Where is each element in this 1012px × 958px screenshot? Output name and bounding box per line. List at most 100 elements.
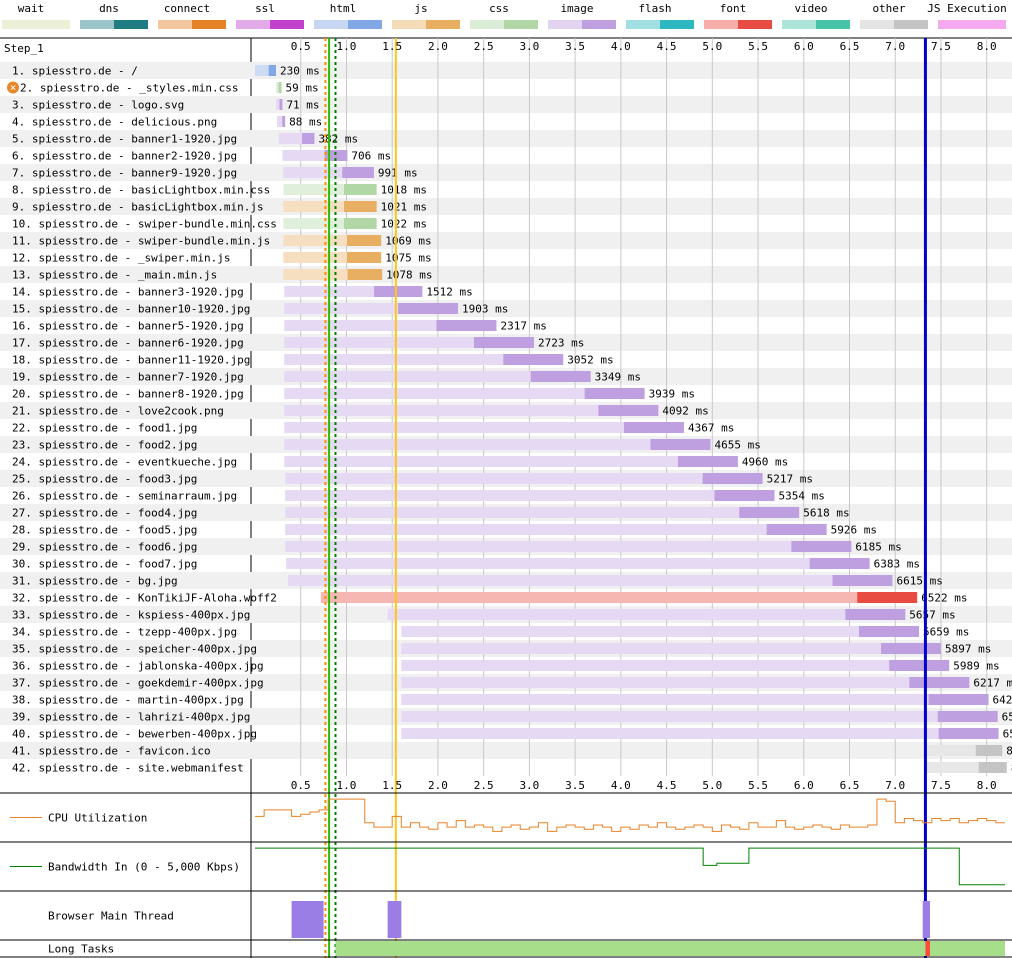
request-bar-download <box>677 456 738 467</box>
request-label: 33. spiesstro.de - kspiess-400px.jpg <box>12 609 250 622</box>
request-bar-download <box>928 694 989 705</box>
request-duration: 4655 ms <box>714 439 760 452</box>
request-label: 21. spiesstro.de - love2cook.png <box>12 405 224 418</box>
request-label: 31. spiesstro.de - bg.jpg <box>12 575 178 588</box>
main-thread-activity <box>922 901 930 938</box>
request-bar-download <box>909 677 970 688</box>
request-bar-download <box>584 388 645 399</box>
axis-tick-label: 7.0 <box>885 779 905 792</box>
axis-tick-label: 2.5 <box>474 779 494 792</box>
request-bar-download <box>503 354 564 365</box>
request-bar-download <box>978 762 1007 773</box>
request-bar-waiting <box>278 133 302 144</box>
row-stripe <box>0 198 1012 215</box>
request-label: 17. spiesstro.de - banner6-1920.jpg <box>12 337 244 350</box>
axis-tick-label: 3.5 <box>565 40 585 53</box>
request-duration: 2723 ms <box>538 337 584 350</box>
request-duration: 6524 ms <box>1002 711 1012 724</box>
request-bar-waiting <box>284 422 624 433</box>
request-label: 10. spiesstro.de - swiper-bundle.min.css <box>12 218 277 231</box>
legend-swatch <box>894 20 928 29</box>
request-bar-download <box>937 711 998 722</box>
metric-panels: CPU Utilization Bandwidth In (0 - 5,000 K… <box>0 792 1012 958</box>
axis-tick-label: 6.0 <box>794 779 814 792</box>
main-thread-activity <box>387 901 402 938</box>
legend-swatch <box>582 20 616 29</box>
request-duration: 88 ms <box>289 116 322 129</box>
request-bar-waiting <box>284 371 531 382</box>
legend-swatch <box>2 20 70 29</box>
request-label: 30. spiesstro.de - food7.jpg <box>12 558 197 571</box>
request-duration: 6615 ms <box>897 575 943 588</box>
request-bar-download <box>889 660 950 671</box>
request-bar-download <box>436 320 497 331</box>
request-label: 25. spiesstro.de - food3.jpg <box>12 473 197 486</box>
axis-tick-label: 1.5 <box>382 779 402 792</box>
request-bar-waiting <box>285 473 703 484</box>
request-duration: 3349 ms <box>595 371 641 384</box>
request-label: 37. spiesstro.de - goekdemir-400px.jpg <box>12 677 264 690</box>
request-duration: 59 ms <box>286 82 319 95</box>
request-label: 23. spiesstro.de - food2.jpg <box>12 439 197 452</box>
request-bar-waiting <box>284 354 504 365</box>
request-duration: 230 ms <box>280 65 320 78</box>
axis-tick-label: 6.5 <box>840 779 860 792</box>
legend-swatch-light <box>314 20 348 29</box>
request-bar-waiting <box>284 405 599 416</box>
request-bar-waiting <box>285 507 740 518</box>
request-label: 12. spiesstro.de - _swiper.min.js <box>12 252 231 265</box>
request-bar-waiting <box>284 439 651 450</box>
request-bar-download <box>279 99 283 110</box>
request-bar-waiting <box>287 575 833 586</box>
legend-label: ssl <box>255 2 275 15</box>
request-bar-waiting <box>284 456 678 467</box>
request-bar-waiting <box>284 320 437 331</box>
long-task-block <box>335 941 1005 956</box>
request-bar-waiting <box>401 626 860 637</box>
row-stripe <box>0 266 1012 283</box>
request-label: 42. spiesstro.de - site.webmanifest <box>12 762 244 775</box>
row-stripe <box>0 130 1012 147</box>
bandwidth-in-line <box>255 847 1005 886</box>
request-bar-waiting <box>284 303 399 314</box>
row-stripe <box>0 232 1012 249</box>
request-duration: 706 ms <box>351 150 391 163</box>
axis-tick-label: 8.0 <box>977 779 997 792</box>
request-bars: 230 ms 59 ms 71 ms 88 ms 382 ms 706 ms 991 ms 1… <box>255 65 1012 775</box>
request-bar-download <box>598 405 659 416</box>
request-bar-download <box>278 82 282 93</box>
legend-swatch <box>738 20 772 29</box>
request-label: 7. spiesstro.de - banner9-1920.jpg <box>12 167 237 180</box>
request-bar-waiting <box>283 184 344 195</box>
legend-swatch <box>192 20 226 29</box>
legend-swatch <box>660 20 694 29</box>
request-duration: 5618 ms <box>803 507 849 520</box>
request-duration: 4092 ms <box>662 405 708 418</box>
request-bar-download <box>398 303 459 314</box>
request-bar-download <box>859 626 920 637</box>
legend-swatch <box>504 20 538 29</box>
request-label: 9. spiesstro.de - basicLightbox.min.js <box>12 201 264 214</box>
axis-tick-label: 2.0 <box>428 779 448 792</box>
legend-label: video <box>794 2 827 15</box>
request-bar-download <box>343 201 377 212</box>
request-bar-waiting <box>320 592 858 603</box>
request-label: 11. spiesstro.de - swiper-bundle.min.js <box>12 235 270 248</box>
legend-label: js <box>414 2 427 15</box>
request-label: 5. spiesstro.de - banner1-1920.jpg <box>12 133 237 146</box>
request-duration: 6522 ms <box>921 592 967 605</box>
request-bar-waiting <box>285 541 792 552</box>
axis-tick-label: 3.0 <box>519 40 539 53</box>
request-label: 34. spiesstro.de - tzepp-400px.jpg <box>12 626 237 639</box>
event-markers <box>324 38 927 958</box>
request-bar-download <box>473 337 534 348</box>
panel-label-bandwidth: Bandwidth In (0 - 5,000 Kbps) <box>48 861 240 874</box>
step-label: Step_1 <box>4 42 44 55</box>
request-bar-download <box>739 507 800 518</box>
request-bar-waiting <box>401 694 929 705</box>
request-duration: 3052 ms <box>567 354 613 367</box>
request-duration: 1078 ms <box>386 269 432 282</box>
request-label: 24. spiesstro.de - eventkueche.jpg <box>12 456 237 469</box>
request-bar-waiting <box>276 82 279 93</box>
